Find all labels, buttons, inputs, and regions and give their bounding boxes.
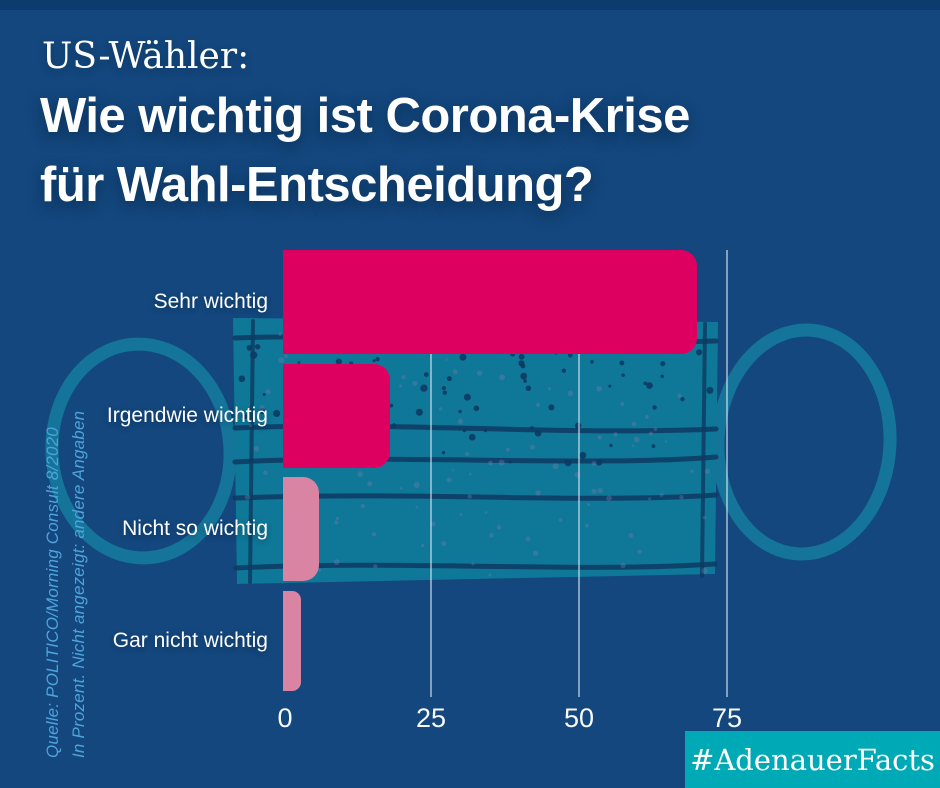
- mask-left-ear-loop-icon: [45, 337, 237, 565]
- page-title: Wie wichtig ist Corona-Krise für Wahl-En…: [40, 89, 690, 212]
- top-edge-strip: [0, 0, 940, 10]
- bar-irgendwie-wichtig: [283, 363, 390, 468]
- source-line-2: In Prozent. Nicht angezeigt: andere Anga…: [69, 410, 88, 758]
- x-axis-tick-label: 50: [563, 703, 595, 733]
- x-axis-tick-label: 75: [711, 703, 743, 733]
- bar-nicht-so-wichtig: [283, 477, 319, 581]
- category-label: Irgendwie wichtig: [106, 403, 268, 427]
- x-axis-tick-label: 25: [415, 703, 447, 733]
- hashtag-badge-label: #AdenauerFacts: [690, 742, 935, 777]
- source-line-1: Quelle: POLITICO/Morning Consult 8/2020: [43, 427, 62, 758]
- source-note: Quelle: POLITICO/Morning Consult 8/2020 …: [40, 378, 92, 758]
- bar-gar-nicht-wichtig: [283, 590, 301, 691]
- category-label: Sehr wichtig: [153, 290, 268, 313]
- category-label: Nicht so wichtig: [122, 517, 268, 540]
- bar-sehr-wichtig: [283, 250, 698, 354]
- gridline-75: [726, 250, 728, 697]
- mask-right-ear-loop-icon: [711, 323, 897, 561]
- category-label: Gar nicht wichtig: [112, 628, 268, 652]
- hashtag-badge: #AdenauerFacts: [685, 731, 940, 788]
- kicker-title: US-Wähler:: [42, 36, 250, 77]
- x-axis-tick-label: 0: [277, 703, 293, 733]
- gridline-50: [578, 250, 580, 697]
- gridline-25: [430, 250, 432, 697]
